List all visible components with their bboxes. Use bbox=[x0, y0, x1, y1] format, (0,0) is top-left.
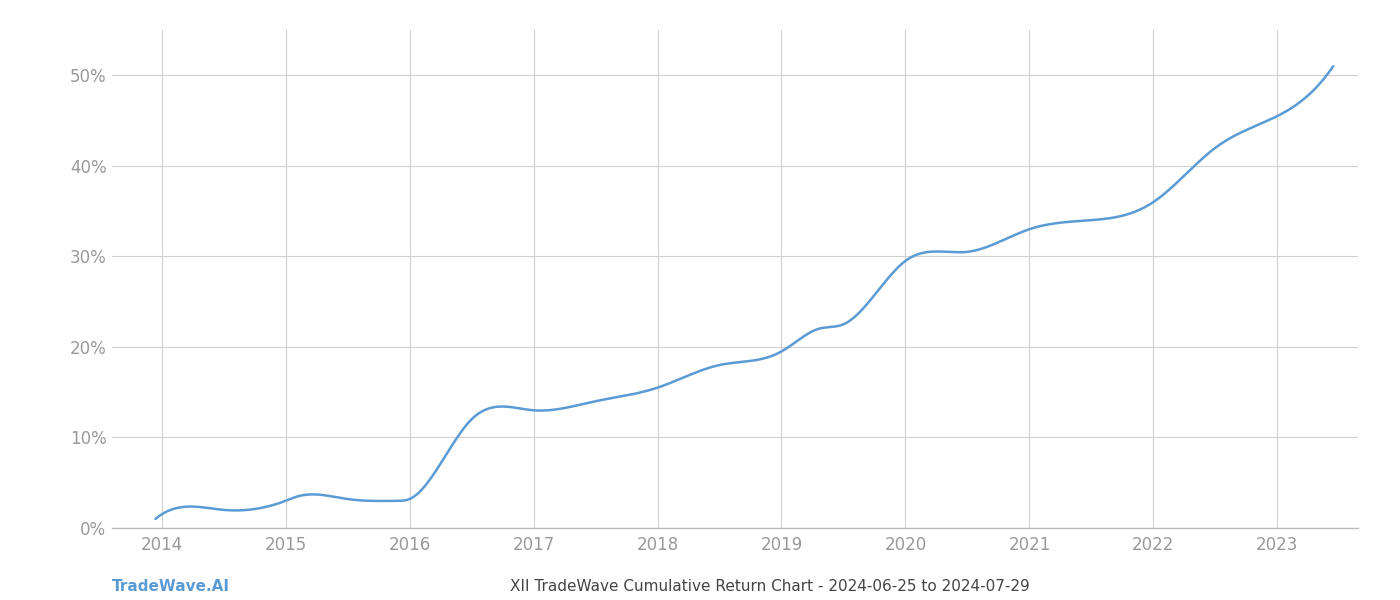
Text: TradeWave.AI: TradeWave.AI bbox=[112, 579, 230, 594]
Text: XII TradeWave Cumulative Return Chart - 2024-06-25 to 2024-07-29: XII TradeWave Cumulative Return Chart - … bbox=[510, 579, 1030, 594]
